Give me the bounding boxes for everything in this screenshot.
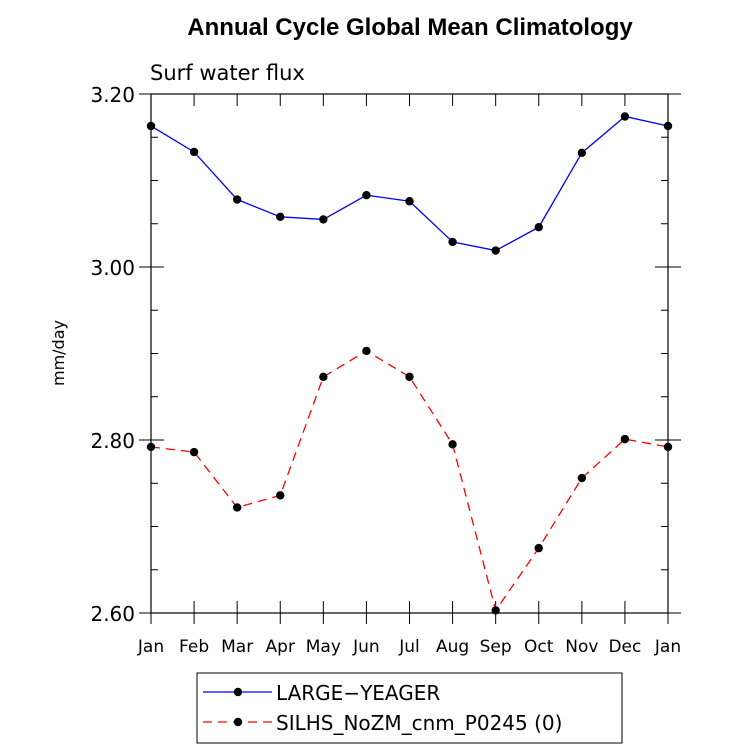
- series-1-point: [405, 372, 414, 382]
- legend-marker-1: [233, 717, 243, 727]
- x-axis: Jan Feb Mar Apr May Jun Jul Aug Sep Oct Nov Dec Jan: [137, 94, 681, 657]
- legend-label-0: LARGE−YEAGER: [276, 681, 440, 705]
- series-0-point: [232, 195, 242, 204]
- series-0-point: [146, 121, 156, 131]
- chart-subtitle: Surf water flux: [150, 61, 305, 85]
- x-tick-label: Jan: [654, 637, 681, 657]
- plot-frame: [150, 93, 669, 614]
- x-tick-label: May: [306, 637, 341, 657]
- x-tick-label: Oct: [524, 637, 554, 657]
- y-tick-label: 3.00: [90, 256, 135, 280]
- series-0-point: [534, 223, 543, 232]
- x-tick-label: Feb: [179, 637, 209, 657]
- series-1-point: [319, 372, 328, 382]
- series-1-point: [577, 473, 587, 483]
- x-tick-label: Mar: [221, 637, 253, 657]
- y-axis-label: mm/day: [49, 320, 68, 386]
- x-tick-label: Jul: [398, 637, 420, 657]
- y-axis: 2.60 2.80 3.00 3.20: [90, 83, 681, 626]
- series-0-point: [319, 215, 328, 224]
- series-line-1: [150, 350, 669, 612]
- x-tick-label: Sep: [480, 637, 512, 657]
- series-1-point: [534, 543, 543, 553]
- series-1-point: [276, 491, 285, 500]
- series-0-point: [405, 197, 414, 206]
- x-tick-label: Jun: [352, 637, 380, 657]
- series-1-point: [232, 503, 242, 512]
- legend-label-1: SILHS_NoZM_cnm_P0245 (0): [276, 711, 562, 735]
- series-0-point: [189, 147, 199, 157]
- y-tick-label: 2.80: [90, 429, 135, 453]
- series-layer: [146, 112, 673, 615]
- x-tick-label: Dec: [608, 637, 641, 657]
- chart-title: Annual Cycle Global Mean Climatology: [187, 14, 633, 41]
- series-1-point: [362, 346, 371, 356]
- x-tick-label: Aug: [436, 637, 469, 657]
- legend-box: [196, 672, 623, 744]
- series-1-point: [448, 440, 457, 449]
- series-0-point: [362, 191, 371, 200]
- series-0-point: [448, 237, 457, 247]
- series-0-point: [663, 121, 673, 131]
- y-tick-label: 3.20: [90, 83, 135, 107]
- legend: LARGE−YEAGER SILHS_NoZM_cnm_P0245 (0): [203, 681, 562, 735]
- series-1-point: [189, 447, 199, 457]
- series-1-point: [663, 442, 673, 452]
- series-0-point: [276, 212, 285, 222]
- legend-marker-0: [233, 687, 243, 697]
- x-tick-label: Nov: [565, 637, 598, 657]
- series-1-point: [620, 434, 630, 444]
- series-0-point: [491, 246, 500, 255]
- x-tick-label: Jan: [137, 637, 164, 657]
- series-1-point: [491, 606, 500, 615]
- series-line-0: [150, 115, 669, 252]
- y-tick-label: 2.60: [90, 602, 135, 626]
- series-1-point: [146, 442, 156, 452]
- x-tick-label: Apr: [266, 637, 295, 657]
- series-0-point: [620, 112, 630, 121]
- series-0-point: [577, 148, 587, 158]
